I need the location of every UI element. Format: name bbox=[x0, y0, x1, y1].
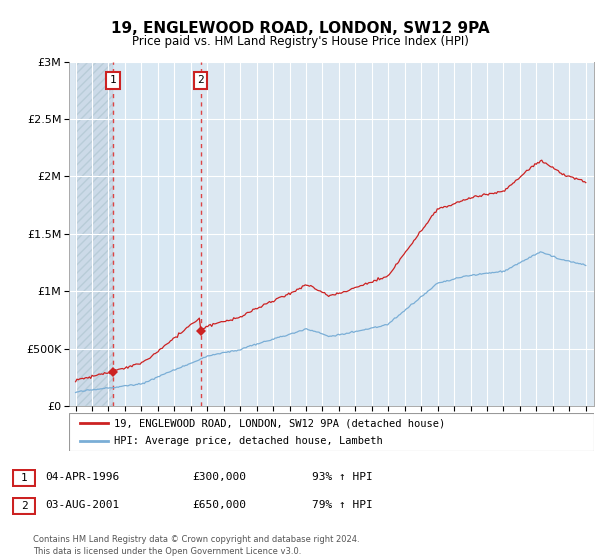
Text: 1: 1 bbox=[110, 76, 116, 85]
Text: Price paid vs. HM Land Registry's House Price Index (HPI): Price paid vs. HM Land Registry's House … bbox=[131, 35, 469, 48]
Text: 79% ↑ HPI: 79% ↑ HPI bbox=[312, 500, 373, 510]
FancyBboxPatch shape bbox=[13, 470, 35, 486]
Text: 2: 2 bbox=[20, 501, 28, 511]
Text: £300,000: £300,000 bbox=[192, 472, 246, 482]
Text: 19, ENGLEWOOD ROAD, LONDON, SW12 9PA (detached house): 19, ENGLEWOOD ROAD, LONDON, SW12 9PA (de… bbox=[113, 418, 445, 428]
Text: 2: 2 bbox=[197, 76, 204, 85]
Text: 19, ENGLEWOOD ROAD, LONDON, SW12 9PA: 19, ENGLEWOOD ROAD, LONDON, SW12 9PA bbox=[110, 21, 490, 36]
Text: HPI: Average price, detached house, Lambeth: HPI: Average price, detached house, Lamb… bbox=[113, 436, 382, 446]
Text: £650,000: £650,000 bbox=[192, 500, 246, 510]
Bar bbox=[113, 62, 594, 406]
Bar bbox=[113, 62, 200, 406]
Text: 1: 1 bbox=[20, 473, 28, 483]
Text: 93% ↑ HPI: 93% ↑ HPI bbox=[312, 472, 373, 482]
Text: Contains HM Land Registry data © Crown copyright and database right 2024.
This d: Contains HM Land Registry data © Crown c… bbox=[33, 535, 359, 556]
Text: 03-AUG-2001: 03-AUG-2001 bbox=[45, 500, 119, 510]
FancyBboxPatch shape bbox=[13, 498, 35, 514]
FancyBboxPatch shape bbox=[69, 413, 594, 451]
Text: 04-APR-1996: 04-APR-1996 bbox=[45, 472, 119, 482]
Bar bbox=[76, 62, 113, 406]
